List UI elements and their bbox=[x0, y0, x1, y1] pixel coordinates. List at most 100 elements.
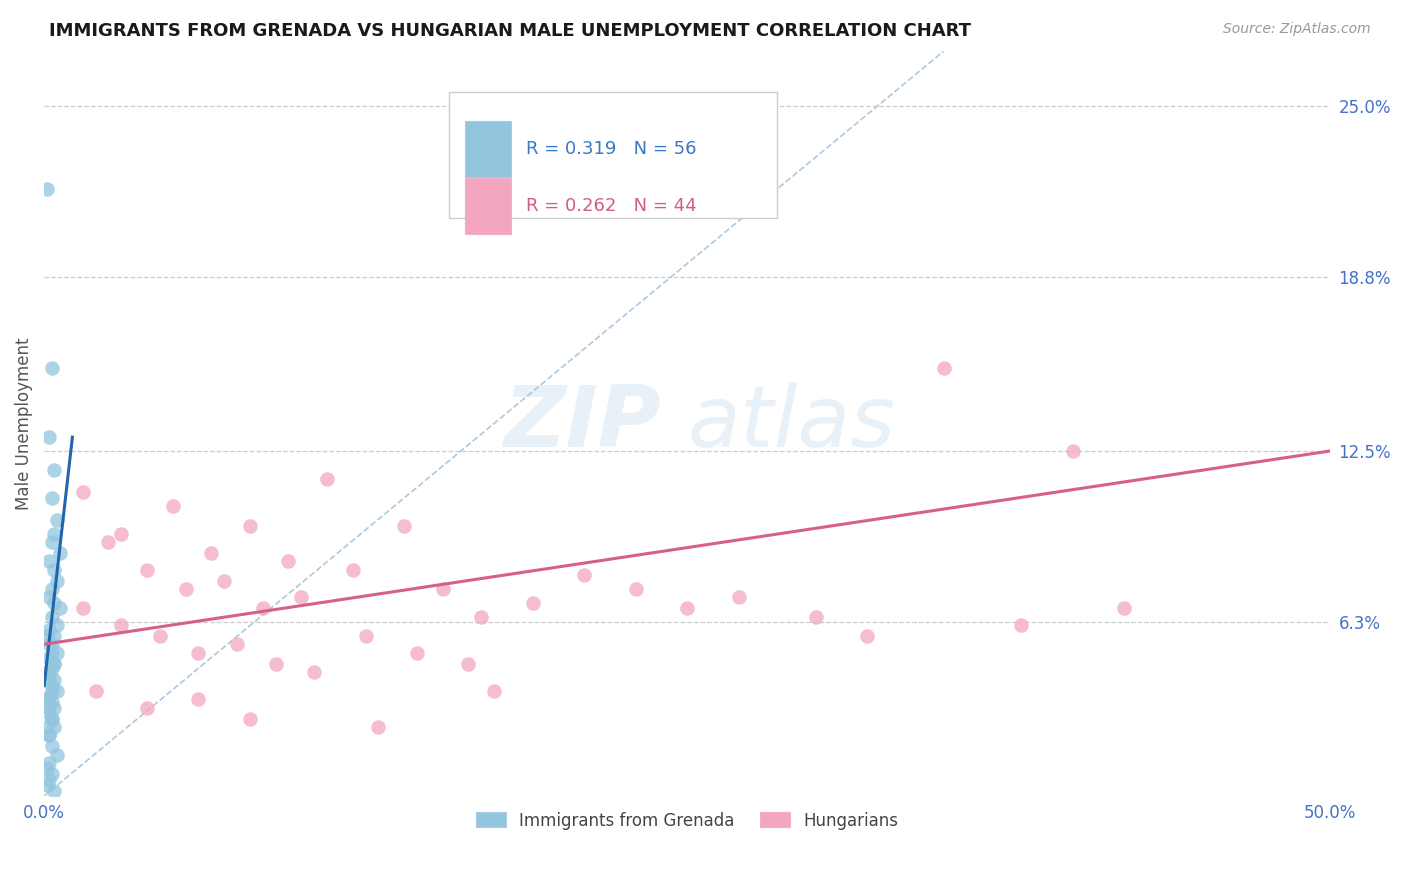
Point bbox=[38, 690, 60, 704]
Point bbox=[367, 720, 389, 734]
Bar bbox=[464, 178, 510, 234]
Text: Source: ZipAtlas.com: Source: ZipAtlas.com bbox=[1223, 22, 1371, 37]
Point bbox=[72, 601, 94, 615]
Point bbox=[97, 535, 120, 549]
Point bbox=[44, 526, 66, 541]
Point bbox=[41, 712, 63, 726]
Point bbox=[136, 563, 159, 577]
Bar bbox=[464, 120, 510, 177]
Point bbox=[482, 684, 505, 698]
Point bbox=[187, 692, 209, 706]
Point bbox=[342, 563, 364, 577]
Point bbox=[48, 601, 70, 615]
Point bbox=[48, 546, 70, 560]
Point bbox=[574, 568, 596, 582]
Point bbox=[110, 618, 132, 632]
Point bbox=[35, 182, 58, 196]
Point bbox=[35, 762, 58, 776]
Point bbox=[44, 463, 66, 477]
Point bbox=[44, 629, 66, 643]
Point bbox=[38, 673, 60, 687]
Point bbox=[41, 609, 63, 624]
Bar bbox=[449, 92, 778, 219]
Point bbox=[38, 651, 60, 665]
Point bbox=[290, 591, 312, 605]
Point bbox=[84, 684, 107, 698]
Point bbox=[624, 582, 647, 596]
Point bbox=[44, 673, 66, 687]
Point bbox=[38, 591, 60, 605]
Point bbox=[41, 637, 63, 651]
Point bbox=[35, 692, 58, 706]
Point bbox=[38, 700, 60, 714]
Legend: Immigrants from Grenada, Hungarians: Immigrants from Grenada, Hungarians bbox=[470, 805, 905, 836]
Point bbox=[302, 665, 325, 679]
Point bbox=[149, 629, 172, 643]
Point bbox=[38, 728, 60, 742]
Point bbox=[406, 646, 429, 660]
Point bbox=[44, 657, 66, 671]
Point bbox=[354, 629, 377, 643]
Point bbox=[392, 518, 415, 533]
Point bbox=[38, 637, 60, 651]
Point bbox=[35, 778, 58, 792]
Point bbox=[856, 629, 879, 643]
Point bbox=[200, 546, 222, 560]
Point bbox=[41, 662, 63, 676]
Point bbox=[46, 513, 69, 527]
Point bbox=[1114, 601, 1136, 615]
Point bbox=[41, 535, 63, 549]
Point bbox=[804, 609, 827, 624]
Text: R = 0.262   N = 44: R = 0.262 N = 44 bbox=[526, 197, 697, 215]
Point bbox=[38, 728, 60, 742]
Point bbox=[676, 601, 699, 615]
Point bbox=[41, 767, 63, 781]
Point bbox=[277, 554, 299, 568]
Point bbox=[35, 665, 58, 679]
Point bbox=[41, 712, 63, 726]
Point bbox=[44, 563, 66, 577]
Point bbox=[46, 747, 69, 762]
Point bbox=[44, 596, 66, 610]
Point bbox=[162, 499, 184, 513]
Point bbox=[432, 582, 454, 596]
Point bbox=[38, 624, 60, 638]
Point bbox=[239, 712, 262, 726]
Point bbox=[44, 700, 66, 714]
Point bbox=[44, 657, 66, 671]
Point bbox=[934, 361, 956, 376]
Point bbox=[44, 783, 66, 797]
Point bbox=[38, 706, 60, 721]
Point bbox=[264, 657, 287, 671]
Point bbox=[46, 646, 69, 660]
Point bbox=[1062, 444, 1084, 458]
Point bbox=[252, 601, 274, 615]
Point bbox=[41, 582, 63, 596]
Point bbox=[38, 756, 60, 770]
Point bbox=[44, 720, 66, 734]
Text: R = 0.319   N = 56: R = 0.319 N = 56 bbox=[526, 140, 697, 158]
Point bbox=[457, 657, 479, 671]
Text: atlas: atlas bbox=[688, 382, 896, 465]
Point bbox=[35, 629, 58, 643]
Point bbox=[212, 574, 235, 588]
Point bbox=[41, 684, 63, 698]
Point bbox=[226, 637, 249, 651]
Point bbox=[136, 700, 159, 714]
Point bbox=[35, 720, 58, 734]
Point bbox=[46, 618, 69, 632]
Y-axis label: Male Unemployment: Male Unemployment bbox=[15, 337, 32, 509]
Point bbox=[110, 526, 132, 541]
Point bbox=[522, 596, 544, 610]
Point bbox=[41, 695, 63, 709]
Point bbox=[72, 485, 94, 500]
Point bbox=[727, 591, 749, 605]
Point bbox=[38, 667, 60, 681]
Point bbox=[38, 772, 60, 787]
Point bbox=[41, 739, 63, 754]
Point bbox=[174, 582, 197, 596]
Point bbox=[38, 554, 60, 568]
Point bbox=[38, 430, 60, 444]
Point bbox=[187, 646, 209, 660]
Point bbox=[41, 679, 63, 693]
